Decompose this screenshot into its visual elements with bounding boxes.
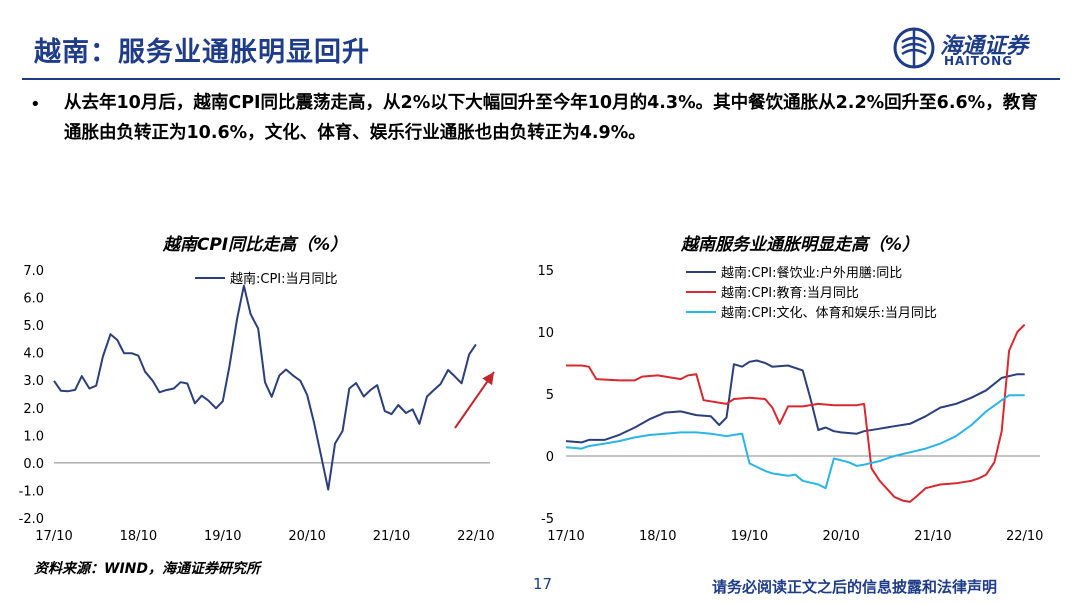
y-tick-label: 5.0 [23,319,44,334]
x-tick-label: 19/10 [204,529,241,544]
y-tick-label: 10 [537,326,554,341]
y-tick-label: 0 [546,450,554,465]
trend-arrow-icon [454,371,495,429]
logo-name: 海通证券 [940,33,1029,59]
logo-en: HAITONG [944,54,1014,68]
x-tick-label: 17/10 [547,529,584,544]
y-tick-label: -5 [541,512,554,527]
legend-label: 越南:CPI:文化、体育和娱乐:当月同比 [721,305,937,321]
legend-label: 越南:CPI:当月同比 [230,271,338,287]
x-tick-label: 21/10 [373,529,410,544]
x-tick-label: 18/10 [120,529,157,544]
x-tick-label: 20/10 [288,529,325,544]
y-tick-label: 0.0 [23,457,44,472]
y-tick-label: 1.0 [23,429,44,444]
legend-label: 越南:CPI:教育:当月同比 [721,285,859,301]
y-tick-label: 5 [546,388,554,403]
page-number: 17 [533,575,553,593]
y-tick-label: 6.0 [23,292,44,307]
bullet-marker: • [30,94,41,115]
title-divider [22,78,1060,80]
y-tick-label: 4.0 [23,347,44,362]
x-tick-label: 17/10 [35,529,72,544]
y-tick-label: 15 [537,264,554,279]
y-tick-label: 2.0 [23,402,44,417]
x-tick-label: 22/10 [457,529,494,544]
series-line [566,323,1026,503]
summary-text: 从去年10月后，越南CPI同比震荡走高，从2%以下大幅回升至今年10月的4.3%… [64,93,1038,143]
y-tick-label: -2.0 [19,512,44,527]
x-tick-label: 19/10 [731,529,768,544]
x-tick-label: 22/10 [1006,529,1043,544]
series-line [565,359,1025,444]
x-tick-label: 21/10 [914,529,951,544]
y-tick-label: -1.0 [19,484,44,499]
x-tick-label: 20/10 [822,529,859,544]
disclaimer: 请务必阅读正文之后的信息披露和法律声明 [712,578,998,596]
series-line [53,284,477,491]
y-tick-label: 3.0 [23,374,44,389]
chart-title: 越南服务业通胀明显走高（%） [680,235,919,255]
chart-title: 越南CPI同比走高（%） [162,235,347,255]
y-tick-label: 7.0 [23,264,44,279]
x-tick-label: 18/10 [639,529,676,544]
series-line [565,394,1025,490]
source-note: 资料来源：WIND，海通证券研究所 [34,561,260,577]
page-title: 越南：服务业通胀明显回升 [34,37,370,68]
legend-label: 越南:CPI:餐饮业:户外用膳:同比 [721,265,902,281]
haitong-logo-icon [893,27,935,69]
